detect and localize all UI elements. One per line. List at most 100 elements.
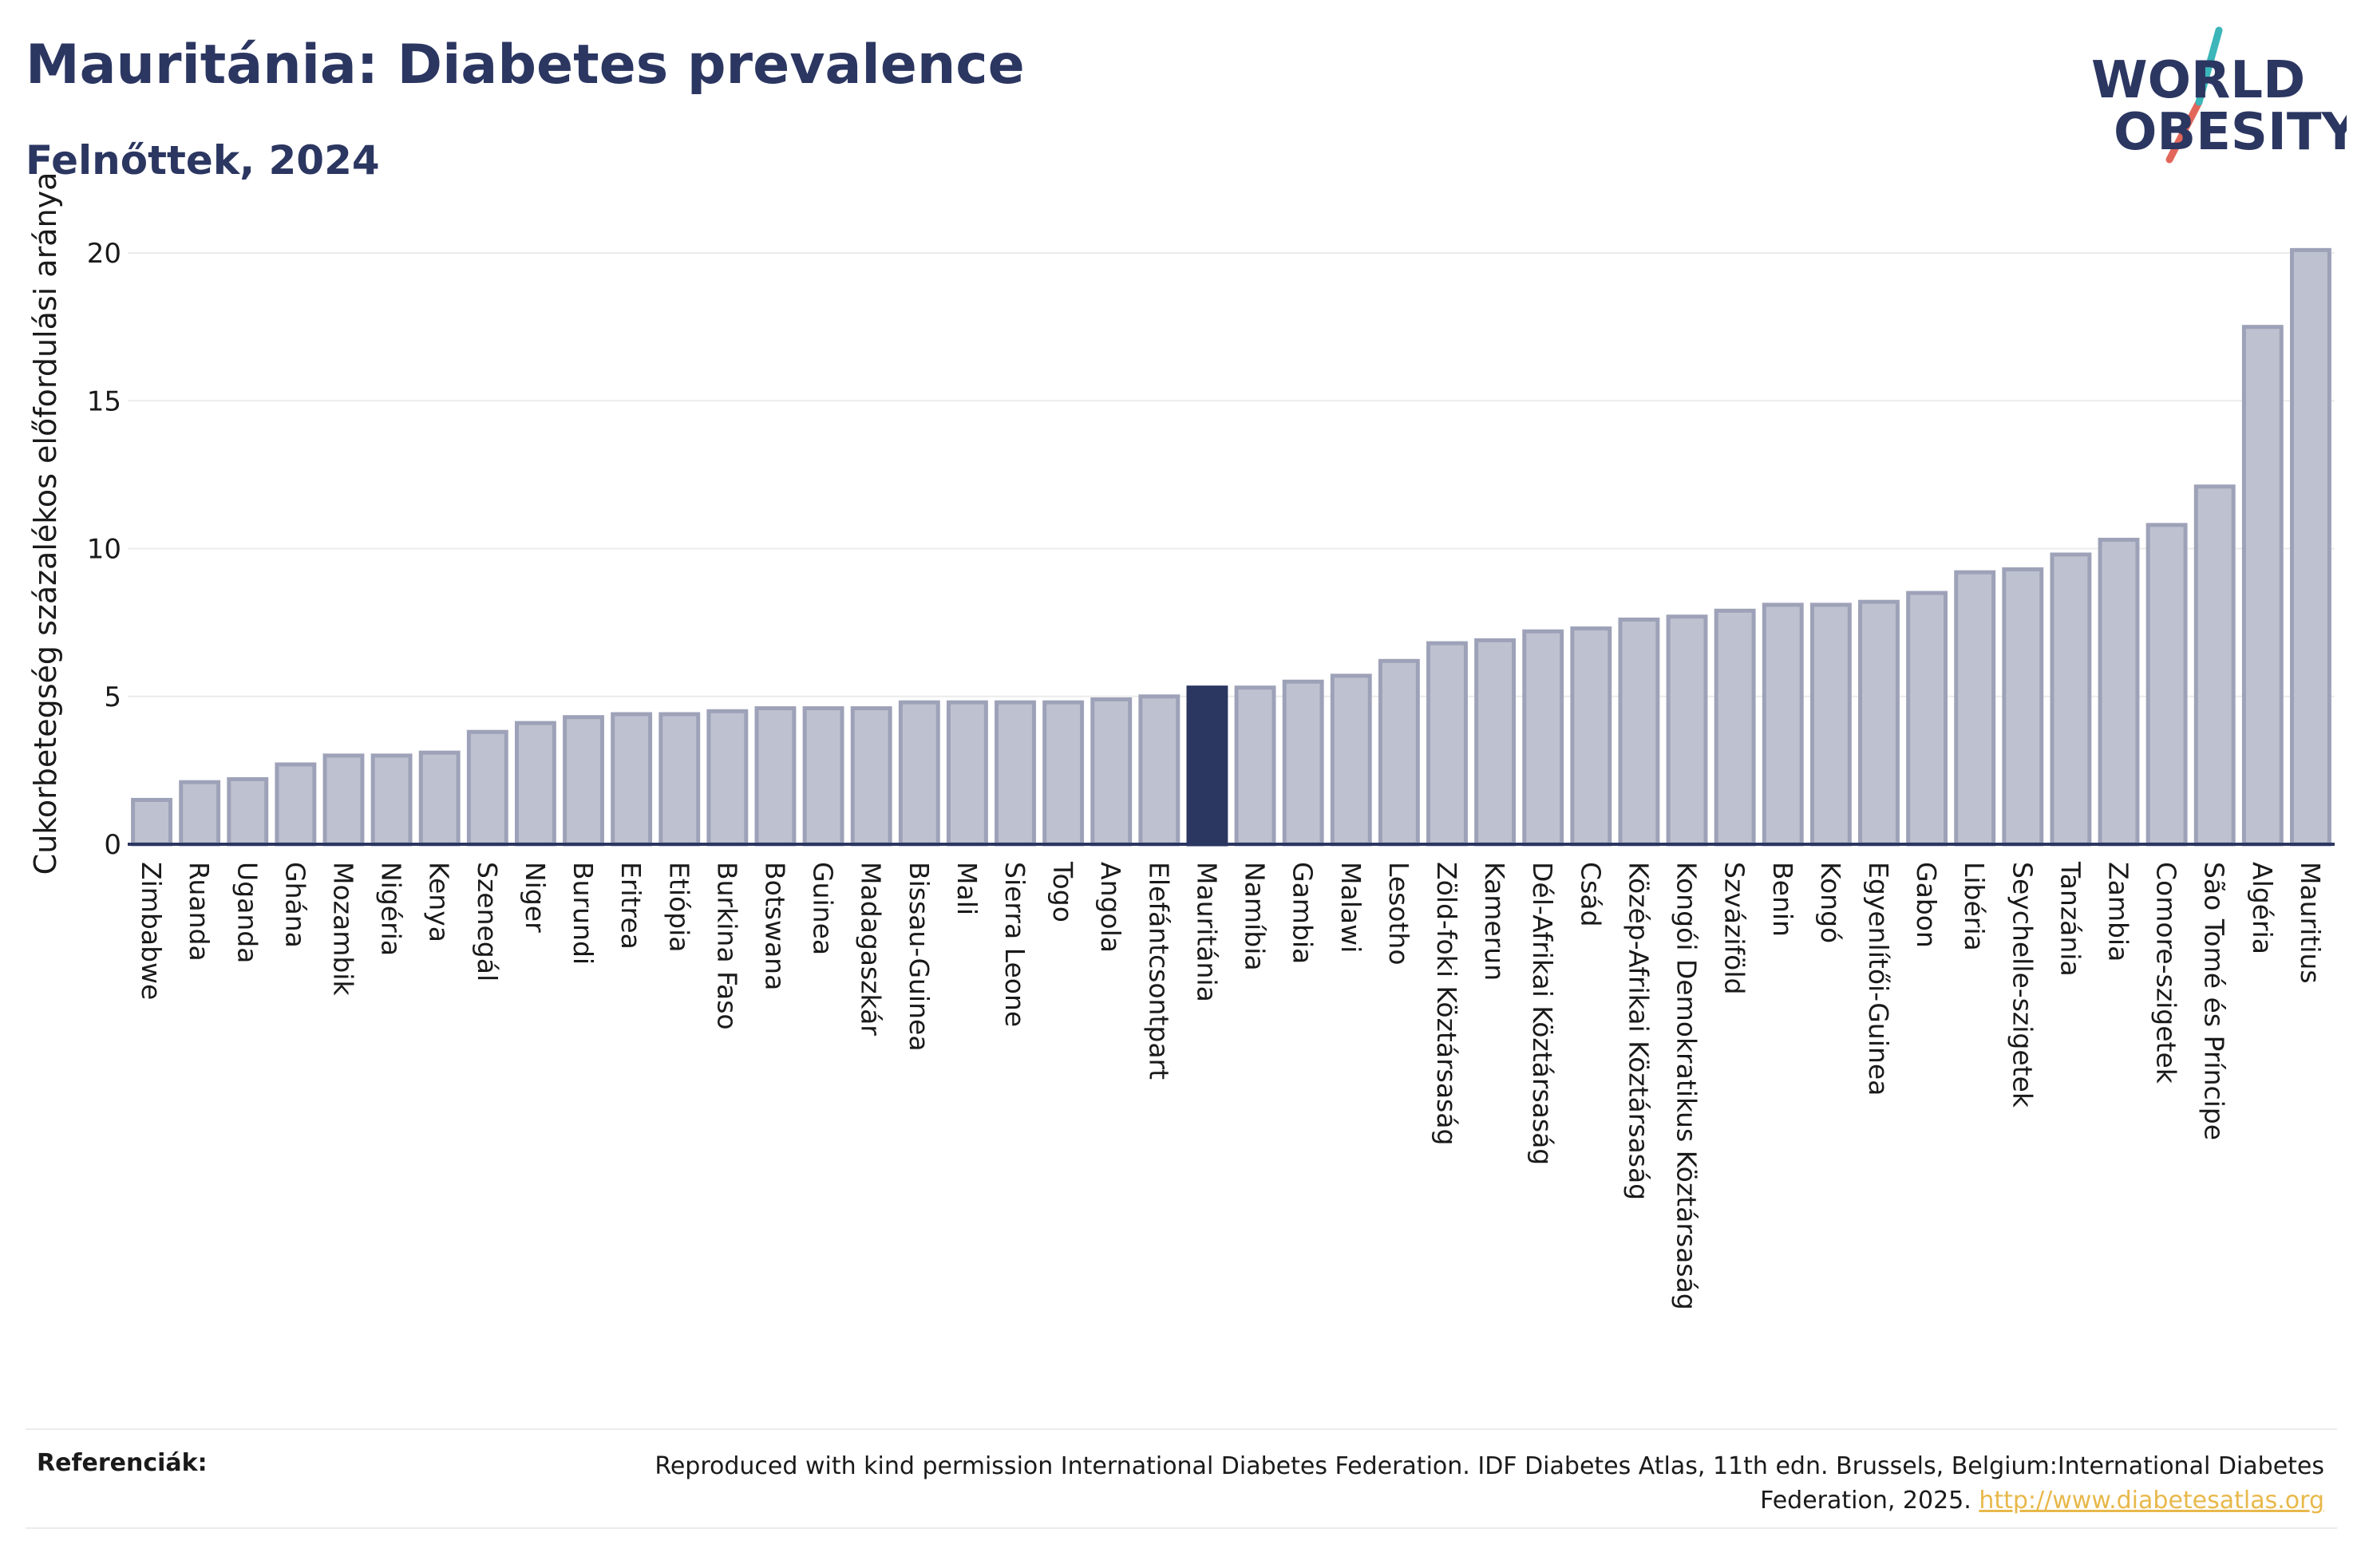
x-category-label: Dél-Afrikai Köztársaság	[1527, 862, 1558, 1165]
y-tick-label: 5	[104, 681, 121, 713]
bar[interactable]	[2050, 552, 2092, 847]
bar[interactable]	[1762, 602, 1804, 847]
x-category-label: Madagaszkár	[856, 862, 887, 1036]
x-category-label: Nigéria	[376, 862, 407, 956]
x-category-label: Sierra Leone	[999, 862, 1030, 1027]
x-category-label: Eritrea	[615, 862, 647, 950]
logo-word-obesity: OBESITY	[2114, 103, 2347, 162]
bar[interactable]	[2193, 484, 2236, 847]
x-category-label: Kongói Demokratikus Köztársaság	[1671, 862, 1703, 1310]
bar[interactable]	[418, 750, 461, 847]
bar[interactable]	[1809, 602, 1852, 847]
bar[interactable]	[179, 780, 221, 847]
bar[interactable]	[946, 700, 988, 847]
bar[interactable]	[275, 762, 317, 847]
chart-subtitle: Felnőttek, 2024	[26, 137, 380, 184]
bar[interactable]	[658, 712, 701, 847]
logo-slash-bottom	[2165, 98, 2203, 164]
bar[interactable]	[2098, 537, 2140, 847]
x-category-label: Elefántcsontpart	[1143, 862, 1174, 1080]
x-category-label: Mauritánia	[1191, 862, 1222, 1002]
x-category-label: Botswana	[759, 862, 790, 990]
x-category-label: Burundi	[568, 862, 599, 965]
x-category-label: Seychelle-szigetek	[2007, 862, 2038, 1108]
references-text: Reproduced with kind permission Internat…	[568, 1449, 2324, 1518]
x-category-label: Közép-Afrikai Köztársaság	[1623, 862, 1654, 1200]
x-category-label: Ruanda	[184, 862, 215, 962]
bar[interactable]	[1090, 697, 1133, 847]
bar[interactable]	[227, 776, 269, 847]
x-category-label: Bissau-Guinea	[904, 862, 935, 1052]
bar[interactable]	[1618, 617, 1660, 847]
x-category-label: Mozambik	[327, 862, 358, 996]
x-category-label: Egyenlítői-Guinea	[1863, 862, 1894, 1096]
y-tick-label: 15	[87, 385, 121, 417]
references-label: Referenciák:	[37, 1449, 208, 1477]
references-box: Referenciák: Reproduced with kind permis…	[26, 1428, 2337, 1529]
bar[interactable]	[898, 700, 940, 847]
bar[interactable]	[370, 753, 413, 847]
x-category-label: Malawi	[1335, 862, 1366, 953]
bar[interactable]	[466, 729, 508, 847]
x-category-labels: Zimbabwe Ruanda Uganda Ghána Mozambik Nigéria…	[136, 861, 2326, 1310]
x-category-label: Mauritius	[2295, 862, 2326, 984]
bar[interactable]	[706, 709, 749, 847]
bar[interactable]	[322, 753, 365, 847]
bar[interactable]	[1138, 694, 1180, 847]
bar[interactable]	[1426, 641, 1468, 847]
x-category-label: Kongó	[1815, 862, 1846, 943]
bar[interactable]	[1282, 679, 1324, 847]
x-category-label: Benin	[1767, 862, 1798, 937]
bar[interactable]	[1570, 626, 1612, 847]
chart-title: Mauritánia: Diabetes prevalence	[26, 34, 1025, 97]
x-category-label: Szváziföld	[1719, 862, 1750, 994]
bar[interactable]	[1906, 590, 1948, 847]
bar[interactable]	[754, 706, 797, 847]
bar[interactable]	[1474, 638, 1517, 847]
bar[interactable]	[802, 706, 844, 847]
bar[interactable]	[1042, 700, 1085, 847]
y-tick-label: 0	[104, 829, 121, 861]
bar[interactable]	[2290, 247, 2331, 847]
x-category-label: Angola	[1095, 862, 1126, 953]
x-category-label: Zöld-foki Köztársaság	[1431, 862, 1462, 1145]
x-category-label: Ghána	[279, 862, 310, 948]
x-category-label: Mali	[951, 862, 983, 915]
logo-word-world: WORLD	[2091, 51, 2305, 110]
x-category-label: Zimbabwe	[136, 862, 167, 1000]
bar[interactable]	[2145, 523, 2188, 847]
bar[interactable]	[1954, 570, 1996, 847]
bar[interactable]	[2002, 567, 2044, 847]
bar[interactable]	[1666, 614, 1708, 847]
bar[interactable]	[131, 797, 172, 847]
world-obesity-logo: WORLD OBESITY	[2091, 26, 2347, 164]
x-category-label: Kamerun	[1479, 862, 1510, 981]
bar[interactable]	[850, 706, 892, 847]
x-category-label: Uganda	[231, 862, 263, 963]
bar-highlighted[interactable]	[1186, 685, 1228, 847]
bar[interactable]	[1234, 685, 1276, 847]
bar[interactable]	[1714, 608, 1756, 847]
x-category-label: Libéria	[1959, 862, 1990, 951]
bar[interactable]	[995, 700, 1036, 847]
y-tick-label: 20	[87, 238, 121, 270]
bar[interactable]	[1858, 599, 1900, 847]
x-category-label: Togo	[1047, 861, 1078, 922]
bar[interactable]	[1330, 673, 1372, 847]
bar[interactable]	[2241, 325, 2284, 847]
bar[interactable]	[563, 715, 604, 847]
x-category-label: Szenegál	[472, 862, 503, 981]
y-tick-label: 10	[87, 534, 121, 566]
bar[interactable]	[611, 712, 653, 847]
y-axis-title: Cukorbetegség százalékos előfordulási ar…	[28, 172, 63, 875]
x-category-label: Namíbia	[1240, 862, 1271, 971]
y-tick-labels: 0 5 10 15 20	[87, 238, 121, 861]
references-citation: Reproduced with kind permission Internat…	[655, 1452, 2324, 1515]
bar[interactable]	[514, 721, 556, 847]
bar[interactable]	[1522, 629, 1564, 847]
references-link[interactable]: http://www.diabetesatlas.org	[1979, 1487, 2324, 1515]
x-category-label: Csád	[1575, 862, 1606, 926]
bar[interactable]	[1378, 658, 1420, 847]
x-category-label: Tanzánia	[2055, 861, 2086, 977]
x-category-label: Zambia	[2103, 862, 2134, 962]
